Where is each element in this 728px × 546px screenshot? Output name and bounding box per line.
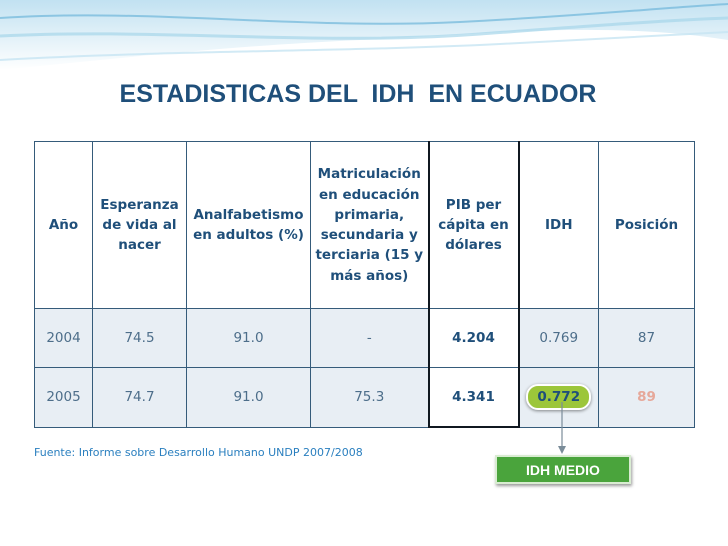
cell-year: 2004 [34,308,93,368]
decorative-waves [0,0,728,70]
cell-year: 2005 [34,367,93,428]
source-note: Fuente: Informe sobre Desarrollo Humano … [34,446,363,459]
table-row: 2005 74.7 91.0 75.3 4.341 0.772 89 [34,367,695,428]
header-adult-literacy: Analfabetismo en adultos (%) [186,141,311,309]
position-value: 89 [637,389,656,406]
cell-position: 89 [598,367,695,428]
cell-adult-literacy: 91.0 [186,308,311,368]
header-enrollment: Matriculación en educación primaria, sec… [310,141,429,309]
cell-life-expectancy: 74.7 [92,367,187,428]
header-position: Posición [598,141,695,309]
cell-enrollment: 75.3 [310,367,429,428]
cell-gdp-per-capita: 4.204 [427,308,520,368]
callout-connector [558,402,566,454]
cell-adult-literacy: 91.0 [186,367,311,428]
cell-enrollment: - [310,308,429,368]
header-year: Año [34,141,93,309]
cell-life-expectancy: 74.5 [92,308,187,368]
cell-position: 87 [598,308,695,368]
idh-table: Año Esperanza de vida al nacer Analfabet… [34,141,695,428]
header-gdp-per-capita: PIB per cápita en dólares [427,141,520,309]
cell-idh: 0.769 [518,308,599,368]
header-life-expectancy: Esperanza de vida al nacer [92,141,187,309]
cell-gdp-per-capita: 4.341 [427,367,520,428]
header-idh: IDH [518,141,599,309]
table-header-row: Año Esperanza de vida al nacer Analfabet… [34,141,695,309]
slide-title: ESTADISTICAS DEL IDH EN ECUADOR [119,80,597,108]
cell-idh: 0.772 [518,367,599,428]
idh-medio-callout: IDH MEDIO [495,455,631,484]
idh-highlight: 0.772 [526,384,592,411]
table-row: 2004 74.5 91.0 - 4.204 0.769 87 [34,308,695,368]
